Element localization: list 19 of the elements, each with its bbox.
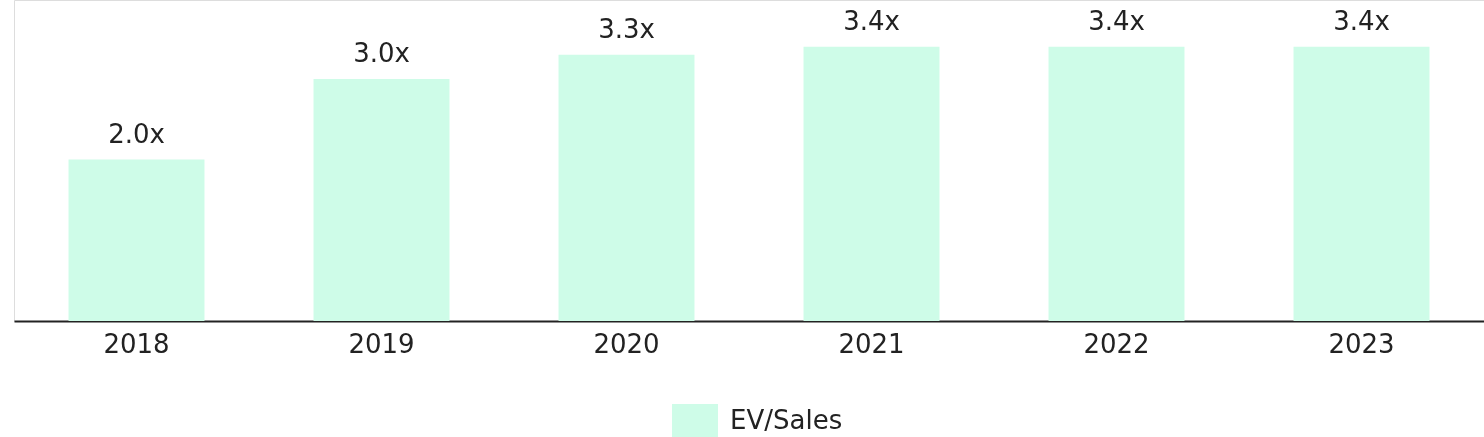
data-label: 3.4x (843, 5, 900, 36)
bar (1293, 46, 1430, 321)
data-label: 3.4x (1333, 5, 1390, 36)
bar (313, 78, 450, 321)
x-tick-label: 2020 (593, 328, 660, 359)
bar (558, 54, 695, 321)
bar (1048, 46, 1185, 321)
legend-label: EV/Sales (730, 405, 843, 435)
x-tick-label: 2021 (838, 328, 905, 359)
x-tick-label: 2023 (1328, 328, 1395, 359)
data-label: 3.0x (353, 37, 410, 68)
x-tick-label: 2018 (103, 328, 170, 359)
data-label: 3.4x (1088, 5, 1145, 36)
x-tick-label: 2022 (1083, 328, 1150, 359)
bar (803, 46, 940, 321)
x-tick-label: 2019 (348, 328, 415, 359)
data-label: 3.3x (598, 13, 655, 44)
bar (68, 159, 205, 321)
data-label: 2.0x (108, 118, 165, 149)
